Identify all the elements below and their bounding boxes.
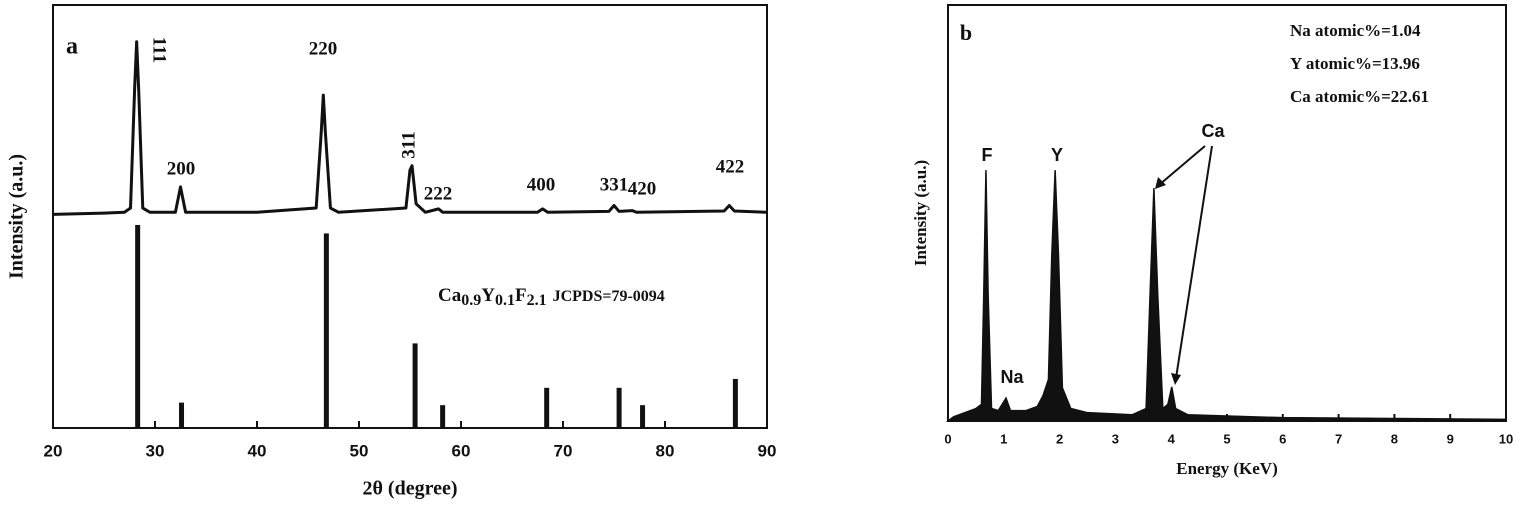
peak-label: 222: [424, 183, 453, 204]
x-tick-label: 2: [1056, 431, 1063, 446]
reference-bar: [179, 402, 185, 428]
formula-part: 2.1: [527, 292, 547, 309]
composition-note: Y atomic%=13.96: [1290, 54, 1420, 73]
x-tick-label: 1: [1000, 431, 1007, 446]
reference-bar: [440, 405, 446, 428]
peak-label: Na: [1000, 367, 1024, 387]
composition-note: Na atomic%=1.04: [1290, 21, 1421, 40]
panel-label: b: [960, 20, 972, 45]
x-axis-label: Energy (KeV): [1176, 459, 1278, 478]
peak-label: 400: [527, 174, 556, 195]
x-tick-label: 50: [350, 441, 369, 460]
formula-part: F: [515, 285, 527, 306]
x-tick-label: 40: [248, 441, 267, 460]
x-tick-label: 20: [44, 441, 63, 460]
x-tick-label: 9: [1447, 431, 1454, 446]
reference-bar: [135, 224, 141, 428]
reference-bar: [732, 378, 738, 428]
peak-label: Ca: [1201, 121, 1225, 141]
pattern-line: [52, 40, 768, 216]
x-tick-label: 4: [1168, 431, 1176, 446]
x-tick-label: 70: [554, 441, 573, 460]
peak-label: 311: [398, 131, 419, 158]
reference-bar: [323, 233, 329, 428]
x-tick-label: 30: [146, 441, 165, 460]
formula-label: Ca0.9Y0.1F2.1 JCPDS=79-0094: [438, 285, 665, 309]
formula-part: Y: [481, 285, 495, 306]
y-axis-label: Intensity (a.u.): [6, 154, 28, 279]
x-tick-label: 7: [1335, 431, 1342, 446]
x-tick-label: 6: [1279, 431, 1286, 446]
formula-part: Ca: [438, 285, 462, 306]
x-tick-label: 80: [656, 441, 675, 460]
peak-label: 220: [309, 38, 338, 59]
panel-label: a: [66, 34, 78, 60]
arrow-head: [1155, 177, 1166, 189]
plot-frame: [947, 4, 1507, 422]
x-tick-label: 5: [1223, 431, 1230, 446]
formula-note: JCPDS=79-0094: [553, 288, 665, 305]
arrow: [1175, 145, 1213, 379]
reference-bar: [544, 387, 550, 428]
peak-label: 420: [628, 178, 657, 199]
peak-label: F: [982, 145, 993, 165]
peak-label: Y: [1051, 145, 1063, 165]
x-tick-label: 0: [944, 431, 951, 446]
composition-note: Ca atomic%=22.61: [1290, 87, 1429, 106]
arrow-head: [1171, 373, 1181, 385]
x-axis-label: 2θ (degree): [362, 478, 457, 500]
peak-label: 331: [600, 174, 629, 195]
peak-label: 200: [167, 158, 196, 179]
formula-part: 0.1: [495, 292, 515, 309]
peak-label: 111: [149, 37, 170, 63]
x-tick-label: 60: [452, 441, 471, 460]
reference-bar: [640, 405, 646, 428]
reference-bar: [412, 343, 418, 428]
plot-frame: [52, 4, 768, 429]
x-tick-label: 10: [1499, 431, 1513, 446]
reference-bar: [616, 387, 622, 428]
spectrum-area: [945, 170, 1507, 422]
x-tick-label: 3: [1112, 431, 1119, 446]
y-axis-label: Intensity (a.u.): [911, 160, 930, 266]
arrow: [1158, 145, 1206, 186]
peak-label: 422: [716, 156, 745, 177]
x-tick-label: 90: [758, 441, 777, 460]
formula-part: 0.9: [461, 292, 481, 309]
x-tick-label: 8: [1391, 431, 1398, 446]
